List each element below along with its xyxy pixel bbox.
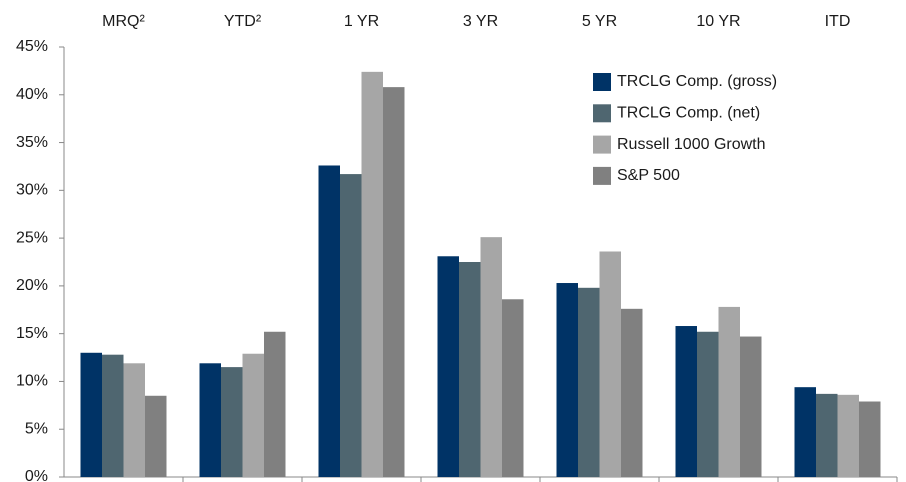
bar — [859, 401, 881, 477]
x-category-label: 1 YR — [344, 13, 379, 30]
bar — [361, 71, 383, 477]
y-tick-label: 25% — [16, 229, 48, 246]
y-tick-label: 5% — [25, 420, 48, 437]
bar — [242, 353, 264, 477]
x-category-label: 3 YR — [463, 13, 498, 30]
bar — [340, 174, 362, 478]
legend-label: TRCLG Comp. (net) — [617, 105, 760, 122]
bar — [718, 306, 740, 477]
bar — [794, 387, 816, 477]
legend-label: S&P 500 — [617, 167, 680, 184]
bar — [102, 354, 124, 477]
legend-swatch — [593, 104, 611, 123]
bar — [599, 251, 621, 477]
y-tick-label: 20% — [16, 277, 48, 294]
y-tick-label: 0% — [25, 468, 48, 482]
legend-swatch — [593, 166, 611, 185]
bar — [264, 331, 286, 477]
bar — [437, 256, 459, 477]
y-tick-label: 45% — [16, 38, 48, 55]
bar — [816, 393, 838, 477]
x-category-label: ITD — [825, 13, 851, 30]
y-tick-label: 40% — [16, 86, 48, 103]
y-tick-label: 30% — [16, 182, 48, 199]
legend-swatch — [593, 135, 611, 154]
bar — [740, 336, 762, 477]
bar — [318, 165, 340, 477]
bar — [459, 262, 481, 477]
y-tick-label: 10% — [16, 373, 48, 390]
bar — [480, 237, 502, 477]
bar — [145, 395, 167, 477]
bar — [621, 308, 643, 477]
y-tick-label: 15% — [16, 325, 48, 342]
bar — [383, 87, 405, 477]
bar — [578, 287, 600, 477]
x-category-label: MRQ² — [102, 13, 145, 30]
bar — [502, 299, 524, 477]
bar — [556, 283, 578, 477]
x-category-label: 10 YR — [696, 13, 740, 30]
legend-label: Russell 1000 Growth — [617, 136, 766, 153]
bar — [837, 394, 859, 477]
legend-swatch — [593, 73, 611, 91]
legend-label: TRCLG Comp. (gross) — [617, 73, 777, 90]
bar — [80, 352, 102, 477]
bar — [697, 331, 719, 477]
x-category-label: YTD² — [224, 13, 262, 30]
bar — [123, 363, 145, 477]
y-tick-label: 35% — [16, 134, 48, 151]
bar — [221, 367, 243, 477]
bar — [199, 363, 221, 477]
bar — [675, 326, 697, 477]
x-category-label: 5 YR — [582, 13, 617, 30]
